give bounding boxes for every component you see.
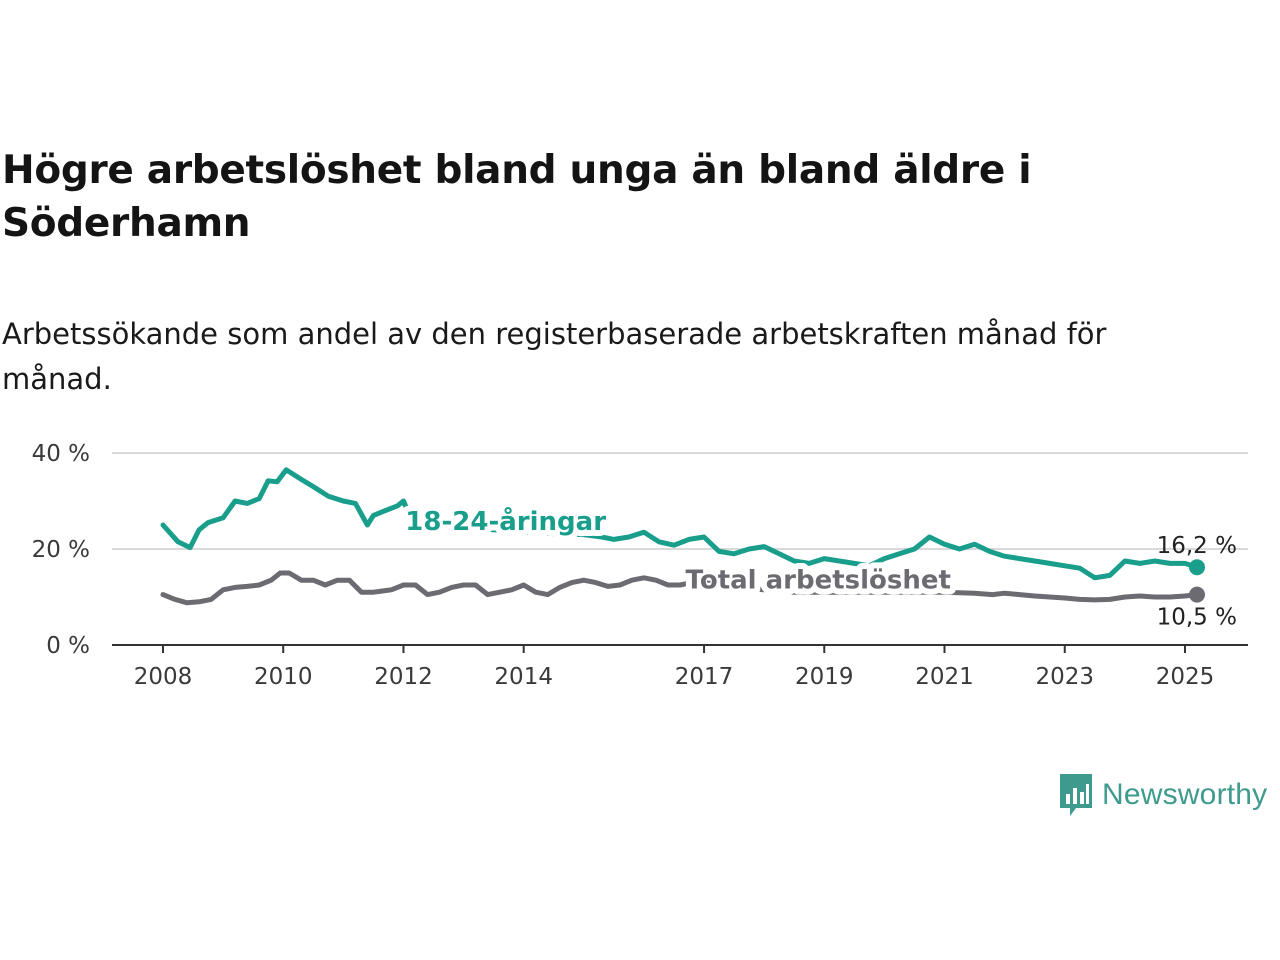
y-tick-label: 40 % [32,441,90,467]
x-tick-label: 2019 [795,664,854,690]
x-tick-label: 2025 [1156,664,1215,690]
series-label-1: Total arbetslöshet [686,565,951,595]
y-tick-label: 0 % [46,633,90,659]
series-line-1 [160,570,1200,606]
y-tick-label: 20 % [32,537,90,563]
series-label-0: 18-24-åringar [405,505,606,537]
x-tick-label: 2023 [1035,664,1094,690]
x-tick-label: 2008 [134,664,193,690]
x-tick-label: 2010 [254,664,313,690]
x-tick-label: 2014 [494,664,553,690]
x-tick-label: 2021 [915,664,974,690]
end-label-1: 10,5 % [1157,605,1237,631]
brand-logo: Newsworthy [1058,772,1267,818]
page-title: Högre arbetslöshet bland unga än bland ä… [2,148,1032,246]
line-chart: 0 % 20 % 40 % 2008 2010 2012 2014 2017 2019 2021 2… [32,441,1248,690]
newsworthy-logo-icon [1060,774,1092,816]
x-tick-label: 2012 [374,664,433,690]
x-tick-label: 2017 [675,664,734,690]
series-line-0 [160,467,1200,581]
series-endpoint-1 [1189,586,1205,603]
series-endpoint-0 [1189,559,1205,576]
page-subtitle: Arbetssökande som andel av den registerb… [2,317,1107,396]
end-label-0: 16,2 % [1157,533,1237,559]
brand-name: Newsworthy [1102,778,1268,811]
